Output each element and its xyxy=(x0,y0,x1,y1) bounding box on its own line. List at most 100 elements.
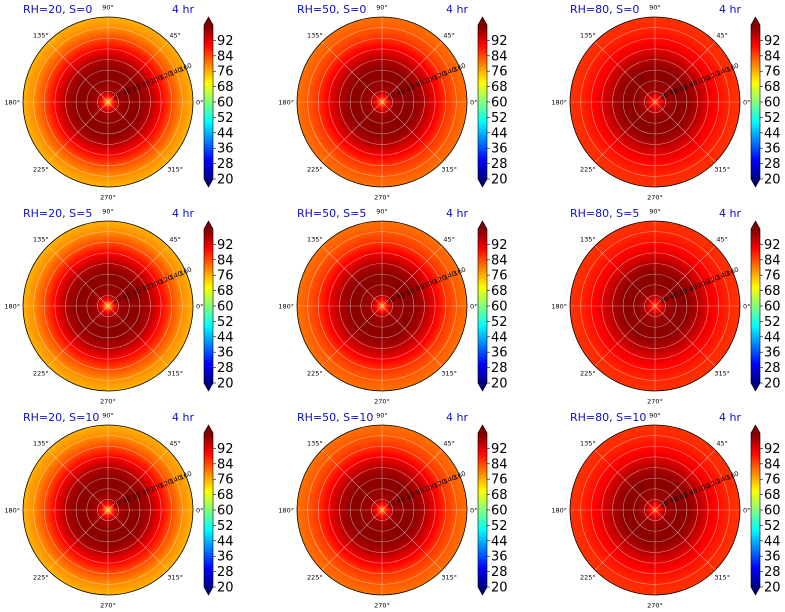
colorbar-segment xyxy=(751,102,760,105)
colorbar-segment xyxy=(751,167,760,170)
colorbar-tick-label: 84 xyxy=(491,49,508,64)
colorbar-segment xyxy=(204,103,213,107)
colorbar-segment xyxy=(751,238,760,242)
colorbar-segment xyxy=(204,519,213,523)
colorbar-segment xyxy=(751,357,760,361)
colorbar-segment xyxy=(204,26,213,30)
colorbar-extend-max xyxy=(751,425,760,433)
colorbar-segment xyxy=(751,475,760,478)
angle-tick-label: 45° xyxy=(443,31,455,39)
angle-tick-label: 270° xyxy=(374,398,390,406)
grid-spoke xyxy=(594,305,656,367)
colorbar-segment xyxy=(204,488,213,492)
colorbar-segment xyxy=(751,504,760,507)
colorbar-segment xyxy=(204,569,213,573)
colorbar-segment xyxy=(751,381,760,384)
colorbar-segment xyxy=(478,294,487,297)
colorbar-segment xyxy=(751,529,760,532)
colorbar-segment xyxy=(478,548,487,551)
angle-tick-label: 0° xyxy=(470,99,477,107)
colorbar-segment xyxy=(204,246,213,249)
colorbar-segment xyxy=(751,236,760,240)
colorbar-segment xyxy=(751,517,760,521)
colorbar-segment xyxy=(204,517,213,521)
colorbar-segment xyxy=(751,113,760,116)
colorbar-segment xyxy=(751,510,760,513)
colorbar-segment xyxy=(751,71,760,74)
colorbar-segment xyxy=(204,134,213,138)
colorbar-segment xyxy=(751,544,760,548)
colorbar-segment xyxy=(478,252,487,255)
grid-spoke xyxy=(321,41,383,103)
colorbar-segment xyxy=(204,229,213,232)
colorbar-segment xyxy=(751,473,760,476)
colorbar-segment xyxy=(204,440,213,444)
colorbar-segment xyxy=(478,165,487,168)
time-annotation: 4 hr xyxy=(719,207,741,220)
colorbar-segment xyxy=(204,546,213,549)
colorbar-segment xyxy=(204,273,213,276)
colorbar-segment xyxy=(478,153,487,157)
angle-tick-label: 135° xyxy=(580,439,596,447)
colorbar-segment xyxy=(751,53,760,57)
colorbar-segment xyxy=(204,138,213,141)
colorbar-segment xyxy=(751,265,760,268)
colorbar-segment xyxy=(751,109,760,113)
colorbar-segment xyxy=(751,144,760,147)
radial-tick-label: 40 xyxy=(669,291,680,302)
colorbar-segment xyxy=(204,169,213,172)
colorbar-segment xyxy=(478,475,487,478)
colorbar-segment xyxy=(204,255,213,259)
colorbar-segment xyxy=(751,30,760,34)
colorbar-segment xyxy=(478,57,487,61)
colorbar-segment xyxy=(751,65,760,68)
colorbar-segment xyxy=(751,515,760,519)
angle-tick-label: 0° xyxy=(743,303,750,311)
colorbar-segment xyxy=(204,163,213,167)
colorbar-frame xyxy=(203,16,214,188)
colorbar-segment xyxy=(751,40,760,43)
colorbar-segment xyxy=(204,302,213,305)
colorbar-segment xyxy=(204,498,213,501)
colorbar-segment xyxy=(478,542,487,546)
colorbar-segment xyxy=(751,436,760,440)
colorbar-segment xyxy=(204,471,213,474)
angle-tick-label: 45° xyxy=(716,31,728,39)
colorbar-tick-label: 52 xyxy=(217,111,234,126)
colorbar-segment xyxy=(751,38,760,41)
colorbar-segment xyxy=(478,567,487,571)
angle-tick-label: 135° xyxy=(580,31,596,39)
colorbar-segment xyxy=(478,513,487,517)
colorbar-segment xyxy=(751,138,760,141)
panel-title: RH=20, S=0 xyxy=(23,3,93,16)
colorbar-segment xyxy=(478,86,487,90)
colorbar-segment xyxy=(751,155,760,159)
angle-tick-label: 270° xyxy=(374,602,390,610)
colorbar-segment xyxy=(478,96,487,99)
colorbar-segment xyxy=(478,577,487,580)
polar-frame xyxy=(296,16,468,188)
colorbar-frame xyxy=(203,424,214,596)
colorbar-segment xyxy=(478,292,487,295)
colorbar-segment xyxy=(204,307,213,311)
colorbar-segment xyxy=(751,246,760,249)
colorbar-segment xyxy=(478,350,487,353)
colorbar-segment xyxy=(478,48,487,51)
colorbar-segment xyxy=(478,579,487,582)
angle-tick-label: 0° xyxy=(196,303,203,311)
angle-tick-label: 225° xyxy=(33,166,49,174)
colorbar-tick-label: 36 xyxy=(764,550,781,565)
colorbar-segment xyxy=(204,142,213,145)
colorbar-segment xyxy=(478,375,487,378)
colorbar-segment xyxy=(478,319,487,322)
colorbar-segment xyxy=(478,381,487,384)
colorbar-segment xyxy=(478,105,487,109)
colorbar-segment xyxy=(751,240,760,243)
colorbar-segment xyxy=(751,304,760,307)
colorbar-segment xyxy=(478,377,487,380)
colorbar-segment xyxy=(478,552,487,555)
colorbar-segment xyxy=(478,261,487,265)
angle-tick-label: 90° xyxy=(649,4,661,12)
